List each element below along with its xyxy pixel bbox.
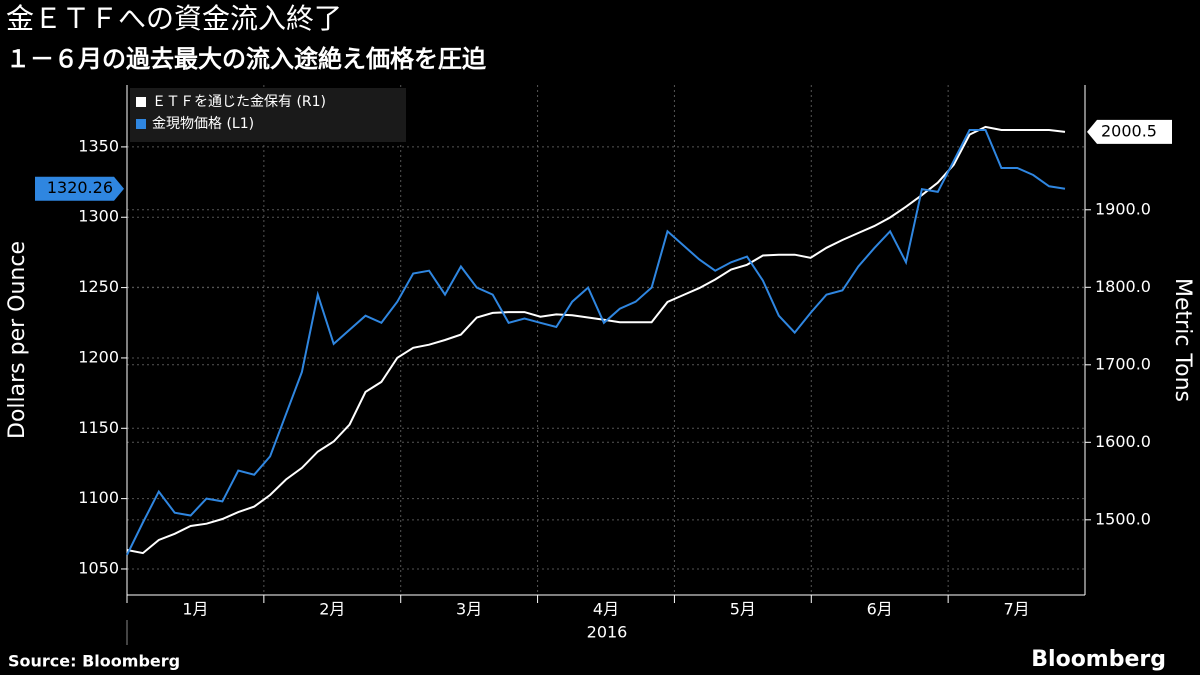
legend-label: 金現物価格 (L1) [152,116,254,132]
legend-label: ＥＴＦを通じた金保有 (R1) [152,94,326,110]
x-tick-label: 3月 [456,600,482,619]
y-tick-label: 1250 [78,277,119,296]
x-tick-label: 7月 [1003,600,1029,619]
y-tick-label: 1100 [78,488,119,507]
y2-tick-label: 1700.0 [1095,354,1151,373]
brand: Bloomberg [1031,647,1166,672]
x-tick-label: 5月 [730,600,756,619]
value-label-box [1087,119,1172,144]
x-tick-label: 2月 [319,600,345,619]
series-line [126,129,1066,556]
y-tick-label: 1200 [78,347,119,366]
y-axis-label: Dollars per Ounce [5,241,30,439]
x-axis-year: 2016 [587,623,628,642]
y2-tick-label: 1600.0 [1095,432,1151,451]
chart-title: 金ＥＴＦへの資金流入終了 [6,2,342,35]
series-line [126,125,1066,555]
y-tick-label: 1300 [78,207,119,226]
legend-swatch [136,97,146,107]
source: Source: Bloomberg [8,652,180,671]
chart-subtitle: １－６月の過去最大の流入途絶え価格を圧迫 [6,45,487,73]
y-tick-label: 1150 [78,418,119,437]
y2-tick-label: 1500.0 [1095,509,1151,528]
value-label-box [35,176,124,201]
x-tick-label: 4月 [593,600,619,619]
y2-tick-label: 1800.0 [1095,277,1151,296]
y-tick-label: 1050 [78,558,119,577]
value-label: 2000.5 [1101,121,1157,140]
x-tick-label: 6月 [867,600,893,619]
value-label: 1320.26 [47,178,113,197]
y-tick-label: 1350 [78,136,119,155]
legend-swatch [136,119,146,129]
y2-tick-label: 1900.0 [1095,199,1151,218]
y2-axis-label: Metric Tons [1170,278,1195,402]
legend-box [130,88,406,142]
x-tick-label: 1月 [182,600,208,619]
